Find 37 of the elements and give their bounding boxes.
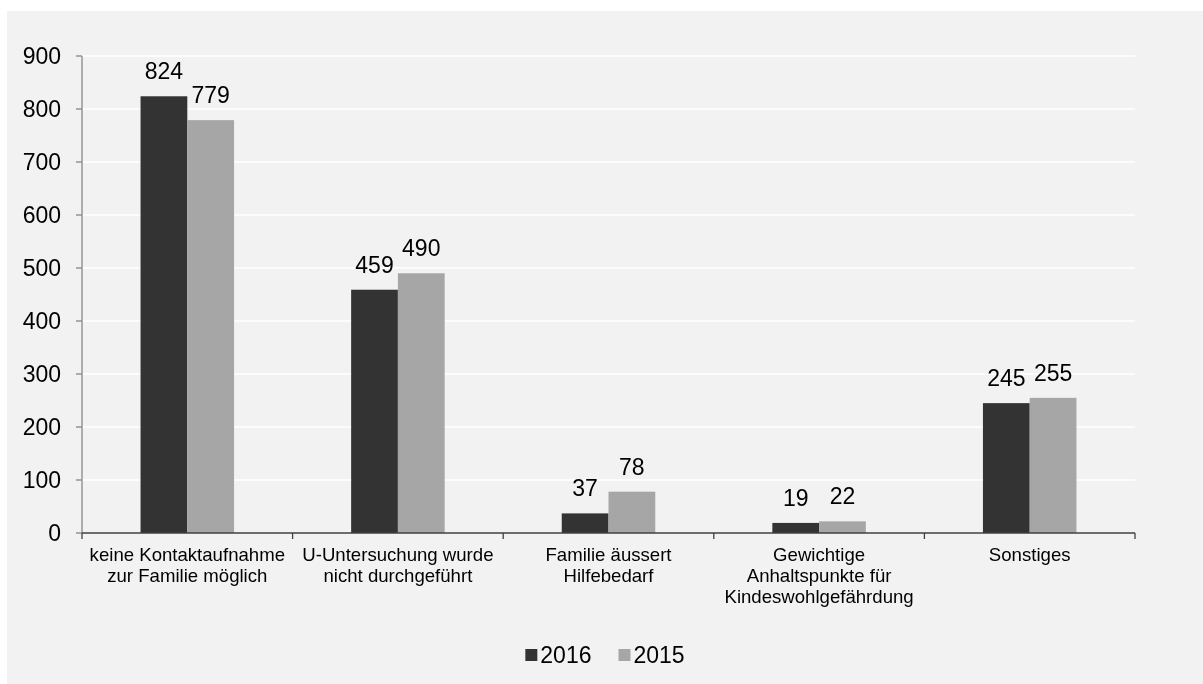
data-label: 19 (782, 484, 809, 511)
bar (397, 273, 445, 533)
data-label: 245 (987, 365, 1026, 392)
data-label: 779 (191, 82, 230, 109)
x-tick-label: keine Kontaktaufnahme zur Familie möglich (89, 544, 285, 586)
y-tick-label: 400 (22, 308, 61, 335)
bar (187, 120, 235, 533)
y-tick-label: 700 (22, 149, 61, 176)
legend-label: 2016 (540, 642, 592, 669)
bar (351, 289, 398, 533)
x-tick-label: Gewichtige Anhaltspunkte für Kindeswohlgefährdung (724, 544, 914, 607)
y-tick-label: 300 (22, 361, 61, 388)
y-tick-label: 0 (48, 520, 61, 547)
y-tick-label: 600 (22, 202, 61, 229)
x-tick-label: Sonstiges (988, 544, 1071, 565)
x-tick-label: U-Untersuchung wurde nicht durchgeführt (302, 544, 494, 586)
bar (1029, 397, 1077, 533)
legend-label: 2015 (633, 642, 685, 669)
y-tick-label: 800 (22, 96, 61, 123)
y-tick-label: 500 (22, 255, 61, 282)
bar (772, 522, 820, 533)
bar (561, 513, 609, 533)
bar (982, 403, 1030, 533)
data-label: 459 (355, 251, 394, 278)
bar (608, 491, 656, 533)
x-tick-label: Familie äussert Hilfebedarf (545, 544, 673, 586)
data-label: 490 (402, 235, 441, 262)
data-label: 22 (829, 483, 856, 510)
y-tick-label: 100 (22, 467, 61, 494)
data-label: 255 (1033, 359, 1073, 386)
data-label: 37 (572, 475, 598, 502)
y-tick-label: 900 (22, 43, 61, 70)
y-tick-label: 200 (22, 414, 61, 441)
bar (140, 96, 188, 533)
bar (819, 521, 866, 533)
data-label: 78 (619, 453, 645, 480)
data-label: 824 (144, 58, 184, 85)
